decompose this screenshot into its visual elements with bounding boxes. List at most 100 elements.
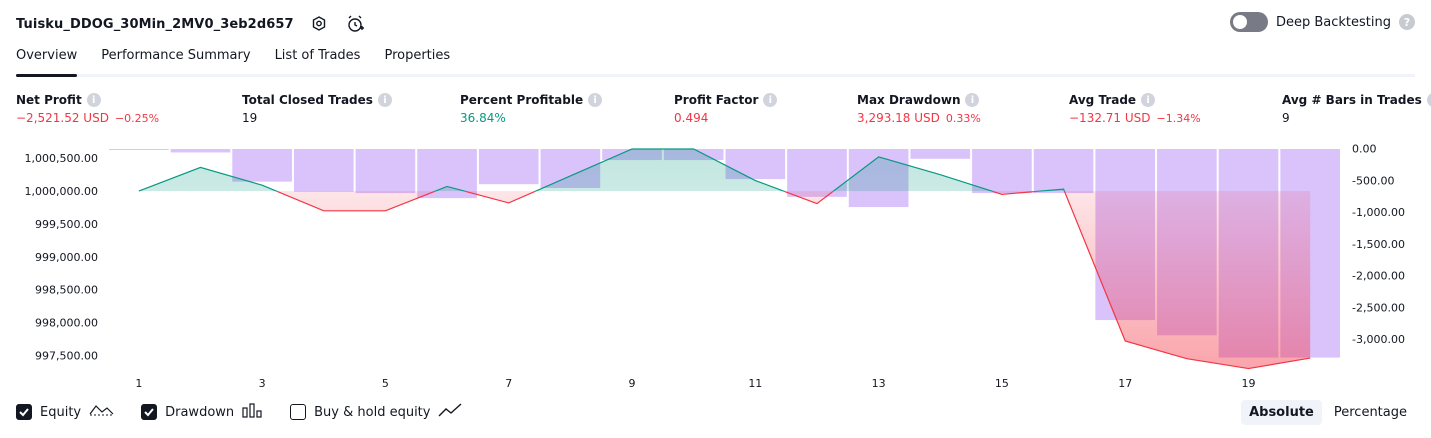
metric-label: Avg Trade [1069, 93, 1137, 107]
left-tick-label: 1,000,500.00 [25, 152, 98, 165]
x-tick-label: 17 [1118, 377, 1132, 390]
x-axis: 1 3 5 7 9 11 13 15 17 19 [135, 377, 1255, 390]
legend-label: Drawdown [165, 404, 235, 420]
legend-label: Buy & hold equity [314, 404, 431, 420]
tab-overview[interactable]: Overview [16, 46, 78, 77]
equity-checkbox[interactable] [16, 404, 32, 420]
right-tick-label: -1,500.00 [1352, 238, 1405, 251]
legend-label: Equity [40, 404, 82, 420]
x-tick-label: 5 [382, 377, 389, 390]
x-tick-label: 15 [995, 377, 1009, 390]
drawdown-bar [170, 149, 231, 153]
drawdown-bar [478, 149, 539, 185]
info-icon[interactable]: i [763, 93, 778, 107]
metric-value: −2,521.52 USD [16, 111, 109, 125]
metric-value: −132.71 USD [1069, 111, 1151, 125]
x-tick-label: 7 [505, 377, 512, 390]
equity-area-icon [89, 402, 115, 422]
left-tick-label: 998,000.00 [35, 317, 98, 330]
metric-label: Percent Profitable [460, 93, 584, 107]
left-tick-label: 999,000.00 [35, 251, 98, 264]
equity-area-down [138, 191, 1311, 369]
tab-performance-summary[interactable]: Performance Summary [101, 48, 251, 63]
metric-percent: −0.25% [114, 112, 160, 125]
left-axis: 1,000,500.00 1,000,000.00 999,500.00 999,00… [25, 152, 98, 362]
value-mode-switch: Absolute Percentage [1241, 400, 1415, 425]
equity-line-up [138, 148, 1066, 192]
deep-backtesting-label: Deep Backtesting [1275, 14, 1391, 30]
right-tick-label: -1,000.00 [1352, 206, 1405, 219]
left-tick-label: 999,500.00 [35, 218, 98, 231]
deep-backtesting-toggle[interactable] [1229, 12, 1268, 32]
tab-list-of-trades[interactable]: List of Trades [274, 48, 361, 63]
report-tabs: Overview Performance Summary List of Tra… [16, 46, 1415, 77]
help-icon[interactable]: ? [1399, 14, 1415, 30]
equity-drawdown-chart[interactable]: 1,000,500.00 1,000,000.00 999,500.00 999,00… [0, 140, 1431, 396]
drawdown-bar [910, 149, 971, 159]
info-icon[interactable]: i [86, 93, 101, 107]
metric-label: Total Closed Trades [242, 93, 373, 107]
drawdown-bar [972, 149, 1032, 194]
x-tick-label: 11 [748, 377, 762, 390]
x-tick-label: 3 [259, 377, 266, 390]
equity-series [138, 148, 1311, 370]
buy-hold-line-icon [438, 402, 462, 422]
metric-value: 0.494 [674, 111, 709, 125]
metric-value: 3,293.18 USD [857, 111, 940, 125]
right-axis: 0.00 -500.00 -1,000.00 -1,500.00 -2,000.00 -2… [1352, 143, 1405, 347]
info-icon[interactable]: i [377, 93, 392, 107]
metric-profit-factor: Profit Factor i 0.494 [674, 93, 778, 125]
info-icon[interactable]: i [965, 93, 980, 107]
metric-value: 9 [1282, 111, 1290, 125]
drawdown-checkbox[interactable] [141, 404, 158, 420]
drawdown-bar [1033, 149, 1094, 194]
left-tick-label: 998,500.00 [35, 284, 98, 297]
metric-avg-trade: Avg Trade i −132.71 USD −1.34% [1069, 93, 1201, 125]
metric-percent: 0.33% [945, 112, 981, 125]
info-icon[interactable]: i [1426, 93, 1431, 107]
right-tick-label: -3,000.00 [1352, 333, 1405, 346]
right-tick-label: -2,000.00 [1352, 270, 1405, 283]
metric-label: Avg # Bars in Trades [1282, 93, 1422, 107]
drawdown-bars-icon [242, 402, 264, 422]
right-tick-label: -500.00 [1352, 174, 1394, 187]
legend-equity[interactable]: Equity [16, 402, 115, 422]
metric-percent-profitable: Percent Profitable i 36.84% [460, 93, 603, 125]
metric-net-profit: Net Profit i −2,521.52 USD −0.25% [16, 93, 159, 125]
metric-percent: −1.34% [1156, 112, 1201, 125]
drawdown-bar [232, 149, 292, 182]
right-tick-label: 0.00 [1352, 143, 1377, 156]
x-tick-label: 13 [872, 377, 886, 390]
metric-label: Net Profit [16, 93, 82, 107]
left-tick-label: 1,000,000.00 [25, 185, 98, 198]
equity-area-up [138, 149, 1065, 192]
legend-buy-hold[interactable]: Buy & hold equity [290, 402, 462, 422]
info-icon[interactable]: i [588, 93, 603, 107]
strategy-title: Tuisku_DDOG_30Min_2MV0_3eb2d657 [16, 16, 294, 32]
drawdown-bar [109, 149, 169, 150]
settings-icon[interactable] [308, 13, 330, 35]
drawdown-bar [355, 149, 416, 194]
metrics-row: Net Profit i −2,521.52 USD −0.25% Total Cl… [16, 93, 1431, 133]
metric-max-drawdown: Max Drawdown i 3,293.18 USD 0.33% [857, 93, 981, 125]
percentage-button[interactable]: Percentage [1333, 405, 1407, 420]
metric-label: Profit Factor [674, 93, 759, 107]
metric-label: Max Drawdown [857, 93, 961, 107]
metric-value: 19 [242, 111, 258, 125]
x-tick-label: 1 [135, 377, 142, 390]
info-icon[interactable]: i [1141, 93, 1156, 107]
alarm-add-icon[interactable] [344, 13, 366, 35]
right-tick-label: -2,500.00 [1352, 301, 1405, 314]
metric-total-closed-trades: Total Closed Trades i 19 [242, 93, 392, 125]
deep-backtesting: Deep Backtesting ? [1229, 12, 1415, 32]
x-tick-label: 9 [629, 377, 636, 390]
drawdown-bar [293, 149, 354, 192]
absolute-button[interactable]: Absolute [1241, 400, 1322, 425]
buy-hold-checkbox[interactable] [290, 404, 307, 420]
tab-properties[interactable]: Properties [384, 48, 451, 63]
strategy-header: Tuisku_DDOG_30Min_2MV0_3eb2d657 [16, 10, 366, 38]
chart-legend: Equity Drawdown Buy & hold equity [16, 402, 462, 422]
legend-drawdown[interactable]: Drawdown [141, 402, 264, 422]
metric-avg-bars-in-trades: Avg # Bars in Trades i 9 [1282, 93, 1431, 125]
equity-line-down [138, 191, 1311, 370]
